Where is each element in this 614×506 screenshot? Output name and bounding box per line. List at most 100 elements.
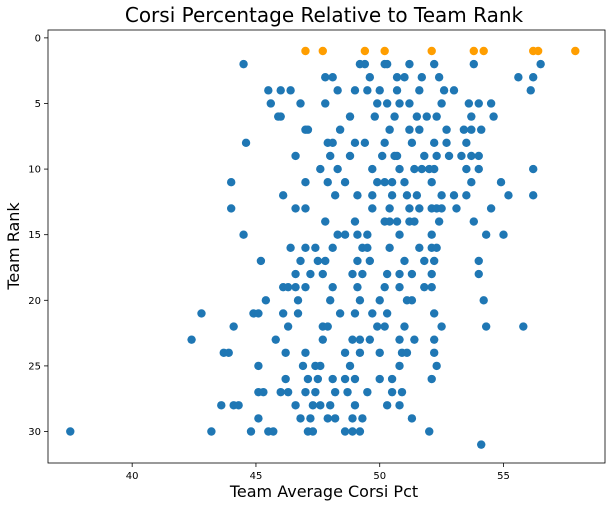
point-253: [283, 387, 293, 397]
point-169: [318, 269, 327, 279]
point-268: [350, 401, 360, 410]
point-166: [321, 256, 330, 266]
point-258: [363, 387, 372, 397]
point-247: [375, 374, 384, 384]
point-174: [407, 269, 417, 279]
point-21: [333, 86, 342, 95]
point-33: [382, 99, 392, 108]
point-122: [405, 204, 414, 213]
point-235: [298, 361, 308, 371]
point-273: [306, 414, 315, 423]
point-rank-1-2: [360, 46, 370, 56]
point-112: [437, 191, 446, 200]
point-132: [392, 217, 402, 226]
point-68: [429, 138, 439, 148]
point-93: [316, 164, 325, 174]
y-axis-label: Team Rank: [4, 202, 23, 291]
point-20: [286, 86, 295, 95]
point-rank-1-6: [479, 46, 488, 56]
point-229: [355, 348, 365, 357]
point-56: [442, 125, 451, 134]
point-260: [397, 387, 407, 397]
point-15: [529, 73, 538, 82]
point-137: [385, 217, 394, 226]
point-105: [278, 191, 288, 200]
point-111: [412, 191, 422, 200]
point-136: [469, 217, 478, 226]
point-61: [241, 138, 251, 148]
point-222: [410, 335, 419, 344]
x-tick-label: 50: [373, 471, 386, 482]
point-147: [286, 243, 295, 253]
point-183: [380, 282, 389, 292]
point-37: [464, 99, 474, 108]
point-89: [429, 164, 439, 174]
point-186: [427, 282, 436, 292]
point-275: [330, 414, 340, 423]
point-215: [187, 335, 196, 344]
point-225: [224, 348, 233, 357]
point-126: [437, 204, 446, 213]
point-257: [343, 387, 352, 397]
point-208: [323, 322, 332, 331]
point-82: [390, 151, 399, 161]
point-36: [437, 99, 446, 108]
point-40: [266, 99, 275, 108]
point-45: [390, 112, 399, 121]
point-214: [519, 322, 528, 331]
point-197: [254, 309, 263, 318]
point-47: [422, 112, 431, 121]
point-173: [395, 269, 404, 279]
point-rank-1-1: [318, 46, 327, 56]
point-210: [380, 322, 389, 331]
point-251: [259, 387, 268, 397]
point-271: [254, 414, 263, 423]
point-80: [467, 151, 476, 161]
point-239: [395, 361, 404, 371]
point-281: [246, 427, 256, 436]
point-117: [226, 204, 236, 213]
point-144: [427, 230, 436, 239]
point-130: [350, 217, 360, 226]
point-264: [291, 401, 300, 410]
point-217: [318, 335, 327, 344]
point-159: [313, 256, 323, 266]
point-54: [385, 125, 394, 134]
point-57: [459, 125, 469, 134]
point-rank-1-9: [571, 46, 580, 56]
chart-title: Corsi Percentage Relative to Team Rank: [125, 3, 524, 27]
point-162: [400, 256, 409, 266]
point-270: [395, 401, 404, 410]
point-170: [348, 269, 357, 279]
point-11: [400, 73, 409, 82]
point-115: [504, 191, 513, 200]
point-76: [420, 151, 429, 161]
point-185: [420, 282, 429, 292]
point-286: [340, 427, 350, 436]
point-280: [207, 427, 216, 436]
point-92: [529, 164, 538, 174]
point-234: [254, 361, 263, 371]
point-55: [415, 125, 424, 134]
point-24: [375, 86, 384, 95]
point-71: [291, 151, 300, 161]
point-285: [308, 427, 318, 436]
point-223: [429, 335, 439, 344]
point-58: [467, 125, 476, 134]
point-25: [392, 86, 402, 95]
point-188: [293, 296, 303, 305]
point-218: [348, 335, 357, 344]
point-180: [301, 282, 310, 292]
point-164: [429, 256, 439, 266]
x-axis-label: Team Average Corsi Pct: [229, 482, 418, 501]
point-167: [291, 269, 300, 279]
point-195: [197, 309, 206, 318]
point-77: [432, 151, 441, 161]
point-102: [467, 178, 476, 187]
point-95: [301, 178, 310, 187]
point-259: [387, 387, 397, 397]
point-199: [293, 309, 303, 318]
point-157: [256, 256, 266, 266]
point-74: [378, 151, 387, 161]
